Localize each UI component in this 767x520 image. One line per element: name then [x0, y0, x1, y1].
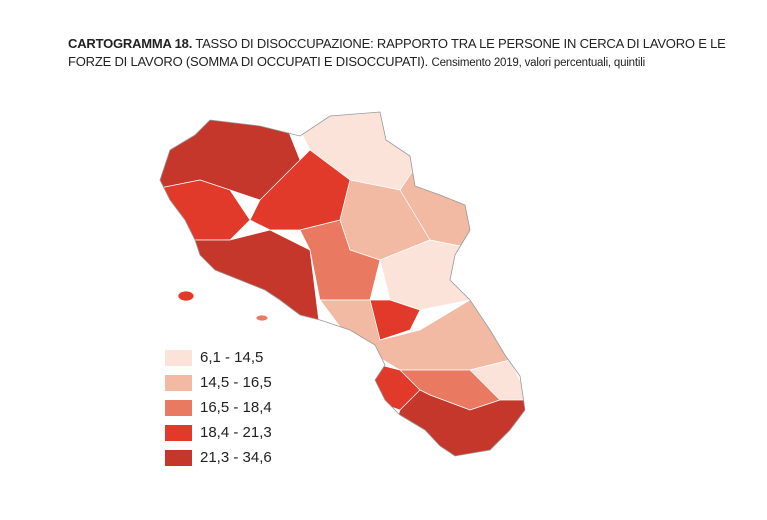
- map-outline: [159, 111, 526, 457]
- map-island: [177, 290, 195, 302]
- map-region: [299, 219, 381, 301]
- title: CARTOGRAMMA 18. TASSO DI DISOCCUPAZIONE:…: [68, 35, 758, 72]
- legend-swatch: [165, 425, 192, 441]
- legend-swatch: [165, 450, 192, 466]
- legend-swatch: [165, 350, 192, 366]
- map-label: CARTOGRAMMA 18.: [68, 36, 193, 51]
- map-region: [160, 229, 321, 331]
- map-regions: [160, 112, 525, 456]
- legend-label: 16,5 - 18,4: [200, 399, 272, 416]
- map-title: TASSO DI DISOCCUPAZIONE: RAPPORTO TRA LE…: [68, 36, 726, 69]
- legend-label: 21,3 - 34,6: [200, 449, 272, 466]
- legend-label: 18,4 - 21,3: [200, 424, 272, 441]
- legend-label: 14,5 - 16,5: [200, 374, 272, 391]
- legend-swatch: [165, 375, 192, 391]
- map-subtitle: Censimento 2019, valori percentuali, qui…: [431, 57, 645, 69]
- map-island: [255, 314, 269, 322]
- legend: 6,1 - 14,5 14,5 - 16,5 16,5 - 18,4 18,4 - 2…: [165, 349, 272, 466]
- legend-swatch: [165, 400, 192, 416]
- legend-label: 6,1 - 14,5: [200, 349, 263, 366]
